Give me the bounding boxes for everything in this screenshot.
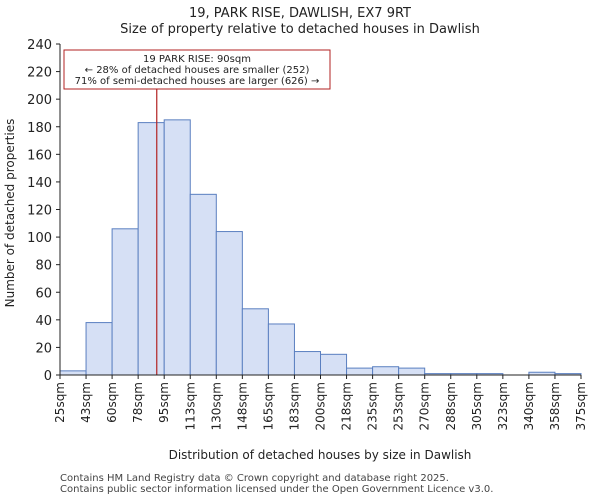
histogram-bar — [372, 366, 400, 376]
histogram-bar — [85, 322, 113, 376]
histogram-bar — [111, 228, 139, 376]
x-tick-label: 200sqm — [314, 382, 328, 430]
histogram-bar — [241, 308, 269, 376]
histogram-bar — [267, 323, 295, 376]
histogram-bar — [346, 367, 374, 376]
x-tick-label: 95sqm — [157, 382, 171, 423]
x-tick-label: 253sqm — [392, 382, 406, 430]
histogram-bar — [137, 122, 165, 376]
y-tick-label: 140 — [27, 176, 52, 191]
histogram-bar — [189, 193, 217, 376]
histogram-bar — [398, 367, 426, 376]
y-axis-label: Number of detached properties — [3, 119, 17, 308]
x-tick-label: 60sqm — [105, 382, 119, 423]
x-tick-label: 130sqm — [209, 382, 223, 430]
histogram-bar — [163, 119, 191, 376]
y-tick-label: 80 — [35, 259, 52, 274]
x-tick-label: 43sqm — [79, 382, 93, 423]
x-tick-label: 358sqm — [548, 382, 562, 430]
x-tick-label: 113sqm — [183, 382, 197, 430]
footer-copyright: Contains HM Land Registry data © Crown c… — [60, 473, 449, 484]
y-tick-label: 0 — [44, 369, 52, 384]
x-tick-label: 235sqm — [366, 382, 380, 430]
histogram-bar — [215, 231, 243, 376]
x-tick-label: 288sqm — [444, 382, 458, 430]
y-tick-label: 240 — [27, 38, 52, 53]
y-tick-label: 220 — [27, 66, 52, 81]
y-tick-label: 40 — [35, 314, 52, 329]
chart-title: 19, PARK RISE, DAWLISH, EX7 9RT — [188, 6, 411, 21]
x-tick-label: 375sqm — [574, 382, 588, 430]
x-axis-label: Distribution of detached houses by size … — [169, 448, 472, 462]
histogram-bar — [320, 353, 348, 376]
histogram-bar — [59, 370, 87, 376]
y-tick-label: 100 — [27, 231, 52, 246]
histogram-bar — [293, 351, 322, 376]
y-tick-label: 180 — [27, 121, 52, 136]
x-tick-label: 340sqm — [522, 382, 536, 430]
y-tick-label: 20 — [35, 341, 52, 356]
x-tick-label: 78sqm — [131, 382, 145, 423]
x-tick-label: 218sqm — [340, 382, 354, 430]
footer-licence: Contains public sector information licen… — [60, 484, 494, 495]
y-tick-label: 200 — [27, 93, 52, 108]
x-tick-label: 25sqm — [53, 382, 67, 423]
annotation-title: 19 PARK RISE: 90sqm — [143, 54, 251, 65]
x-tick-label: 165sqm — [261, 382, 275, 430]
x-tick-label: 323sqm — [496, 382, 510, 430]
x-tick-label: 148sqm — [235, 382, 249, 430]
annotation-box — [63, 49, 331, 90]
annotation-larger: 71% of semi-detached houses are larger (… — [75, 76, 320, 87]
x-tick-label: 270sqm — [418, 382, 432, 430]
y-tick-label: 60 — [35, 286, 52, 301]
annotation-smaller: ← 28% of detached houses are smaller (25… — [85, 65, 310, 76]
x-tick-label: 305sqm — [470, 382, 484, 430]
y-tick-label: 120 — [27, 204, 52, 219]
x-tick-label: 183sqm — [287, 382, 301, 430]
chart-subtitle: Size of property relative to detached ho… — [120, 22, 480, 37]
y-tick-label: 160 — [27, 148, 52, 163]
